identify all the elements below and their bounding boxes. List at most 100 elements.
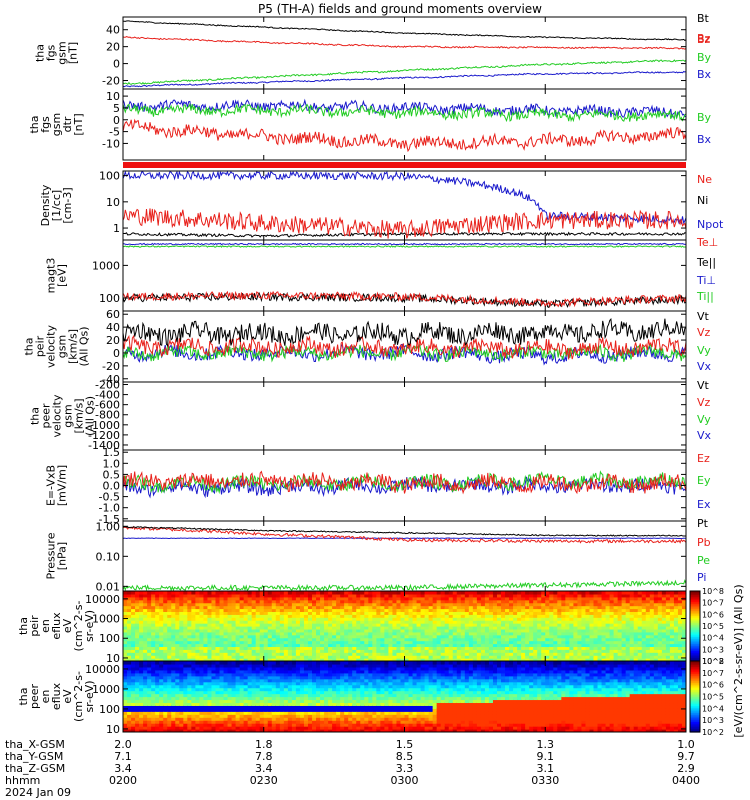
y-axis-label-line: gsm	[56, 335, 69, 358]
colorbar-tick-label: 10^4	[702, 634, 724, 643]
y-tick-label: 5	[113, 102, 120, 115]
colorbar-frame	[689, 660, 701, 733]
panel-frame	[122, 170, 687, 241]
y-axis-label-line: [km/s]	[73, 398, 86, 433]
x-axis-value: 8.5	[396, 750, 414, 763]
panel-electric-field: -1.5-1.0-0.50.00.51.01.5 E=-VxB[mV/m] Ez Ey…	[45, 446, 711, 526]
series-group	[123, 20, 686, 88]
y-axis-label-line: [nT]	[72, 113, 85, 135]
y-tick-label: 100	[99, 292, 120, 305]
y-axis-label-line: velocity	[45, 325, 58, 368]
y-axis-label: thapeerenefluxeV(cm^2-s-sr-eV)	[17, 671, 96, 722]
series-line-ez	[123, 470, 686, 495]
colorbar-tick-label: 10^2	[702, 728, 724, 737]
series-line-vt	[123, 318, 686, 347]
y-axis-label-line: tha	[34, 44, 47, 62]
series-group	[123, 98, 686, 153]
y-axis-label-line: eV	[61, 689, 74, 704]
y-axis-label-line: dtr	[61, 116, 74, 132]
series-line-by	[123, 59, 686, 85]
y-axis-label-line: peir	[34, 335, 47, 357]
y-tick-label: -20	[102, 360, 120, 373]
y-tick-label: 10000	[85, 663, 120, 676]
spectrogram	[123, 591, 686, 661]
y-axis-label-line: magt3	[45, 258, 58, 294]
y-axis-label-line: E=-VxB	[45, 465, 58, 506]
y-axis-label-line: (cm^2-s-	[72, 671, 85, 722]
legend-bx: Bx	[697, 133, 712, 146]
y-axis-label: thafgsgsmdtr[nT]	[28, 113, 85, 136]
panel-peer-en-eflux: 10100100010000thapeerenefluxeV(cm^2-s-sr…	[17, 660, 687, 736]
colorbar-tick-label: 10^4	[702, 704, 724, 713]
panel-stack: -2002040thafgsgsm[nT]BtBzByBx-10-50510th…	[17, 12, 724, 736]
y-axis-label-line: [cm-3]	[61, 187, 74, 223]
x-axis-value: 0230	[250, 774, 278, 787]
panel-frame	[122, 88, 687, 161]
y-tick-label: 0.0	[103, 480, 121, 493]
x-axis-value: 0200	[109, 774, 137, 787]
legend-vy: Vy	[697, 344, 711, 357]
legend-pe: Pe	[697, 554, 710, 567]
legend-ne: Ne	[697, 173, 712, 186]
x-axis-value: 7.8	[255, 750, 273, 763]
series-group	[123, 242, 686, 309]
colorbar-tick-label: 10^3	[702, 716, 724, 725]
y-tick-label: 0.01	[96, 580, 121, 593]
y-axis-label-line: [mV/m]	[56, 465, 69, 506]
y-tick-label: 100	[99, 703, 120, 716]
y-tick-label: 20	[106, 334, 120, 347]
colorbar-tick-label: 10^3	[702, 645, 724, 654]
legend-bz: Bz	[697, 32, 711, 45]
panel-fgs: -20 0 20 40 thafgsgsm[nT] Bt Bz By Bx	[34, 12, 712, 90]
colorbar-label: [eV/(cm^2-s-sr-eV)] (All Qs)	[732, 584, 745, 737]
x-axis-value: 3.4	[255, 762, 273, 775]
series-group	[123, 470, 686, 499]
x-axis-value: 9.7	[677, 750, 695, 763]
y-axis-label-line: fgs	[45, 44, 58, 61]
y-axis-label-line: tha	[17, 617, 30, 635]
y-axis-label-line: Density	[39, 184, 52, 226]
series-line-bx	[123, 70, 686, 88]
colorbar-tick-label: 10^8	[702, 657, 724, 666]
y-axis-label-line: en	[39, 690, 52, 704]
y-tick-label: -400	[95, 389, 120, 402]
legend-pb: Pb	[697, 536, 711, 549]
y-tick-label: 0	[113, 114, 120, 127]
series-line-bz	[123, 36, 686, 50]
y-axis-label-line: tha	[28, 115, 41, 133]
series-line-pt	[123, 525, 686, 537]
x-axis-annotation: tha_X-GSM 2.0 1.8 1.5 1.3 1.0 tha_Y-GSM 7.1 7.8 8…	[5, 738, 700, 799]
y-tick-label: 40	[106, 24, 120, 37]
series-line-te	[123, 290, 686, 308]
y-tick-label: -10	[102, 137, 120, 150]
panel-peer-velocity: -200-400-600-800-1000-1200-1400 thapeerve…	[29, 379, 712, 452]
y-axis-label-line: (All Qs)	[78, 326, 91, 366]
y-axis-label-line: tha	[23, 337, 36, 355]
colorbar-tick-label: 10^6	[702, 610, 724, 619]
y-axis-label-line: eV	[61, 618, 74, 633]
y-axis-label: Density[1/cc][cm-3]	[39, 184, 74, 226]
x-axis-value: 1.5	[396, 738, 414, 751]
series-group	[123, 525, 686, 591]
series-group	[123, 318, 686, 366]
y-axis-label-line: [nPa]	[56, 542, 69, 570]
y-axis-label-line: tha	[29, 407, 42, 425]
colorbar-tick-label: 10^8	[702, 587, 724, 596]
y-tick-label: 60	[106, 308, 120, 321]
x-axis-value: 0300	[391, 774, 419, 787]
y-axis-label-line: velocity	[51, 394, 64, 437]
colorbar-tick-label: 10^7	[702, 599, 724, 608]
y-axis-label-line: (All Qs)	[84, 396, 97, 436]
y-axis-label-line: sr-eV)	[83, 680, 96, 712]
series-line-bz	[123, 118, 686, 153]
x-axis-value: 1.8	[255, 738, 273, 751]
legend-vx: Vx	[697, 429, 712, 442]
legend-vt: Vt	[697, 379, 710, 392]
y-tick-label: 40	[106, 321, 120, 334]
plot-title: P5 (TH-A) fields and ground moments over…	[258, 2, 542, 16]
y-tick-label: -1.0	[99, 502, 120, 515]
colorbar-tick-label: 10^6	[702, 681, 724, 690]
y-tick-label: 0.10	[96, 550, 121, 563]
legend-vz: Vz	[697, 396, 711, 409]
